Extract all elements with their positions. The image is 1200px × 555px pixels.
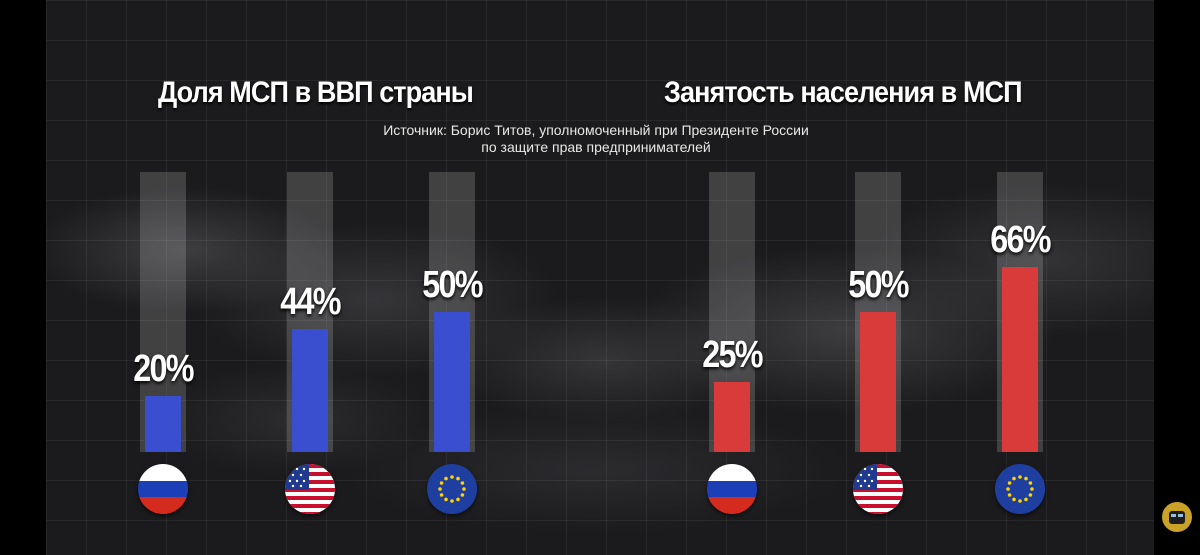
bar-usa	[292, 329, 328, 452]
bar-usa	[860, 312, 896, 452]
channel-avatar-icon[interactable]	[1162, 502, 1192, 532]
bar-eu	[434, 312, 470, 452]
source-line-2: по защите прав предпринимателей	[481, 139, 711, 155]
usa-flag-icon	[853, 464, 903, 514]
data-label-usa: 50%	[848, 264, 909, 306]
bar-russia	[714, 382, 750, 452]
source-note: Источник: Борис Титов, уполномоченный пр…	[286, 122, 906, 156]
bar-eu	[1002, 267, 1038, 452]
chart-title-gdp: Доля МСП в ВВП страны	[158, 76, 474, 109]
eu-flag-icon	[427, 464, 477, 514]
chart-title-employment: Занятость населения в МСП	[664, 76, 1023, 109]
russia-flag-icon	[707, 464, 757, 514]
data-label-russia: 25%	[702, 334, 763, 376]
data-label-eu: 66%	[990, 219, 1051, 261]
eu-flag-icon	[995, 464, 1045, 514]
data-label-eu: 50%	[422, 264, 483, 306]
usa-flag-icon	[285, 464, 335, 514]
grid-overlay	[46, 0, 1154, 555]
russia-flag-icon	[138, 464, 188, 514]
source-line-1: Источник: Борис Титов, уполномоченный пр…	[383, 122, 809, 138]
data-label-russia: 20%	[133, 348, 194, 390]
data-label-usa: 44%	[280, 281, 341, 323]
cloud-background	[46, 0, 1154, 555]
bar-russia	[145, 396, 181, 452]
chart-canvas: Доля МСП в ВВП страны Занятость населени…	[46, 0, 1154, 555]
